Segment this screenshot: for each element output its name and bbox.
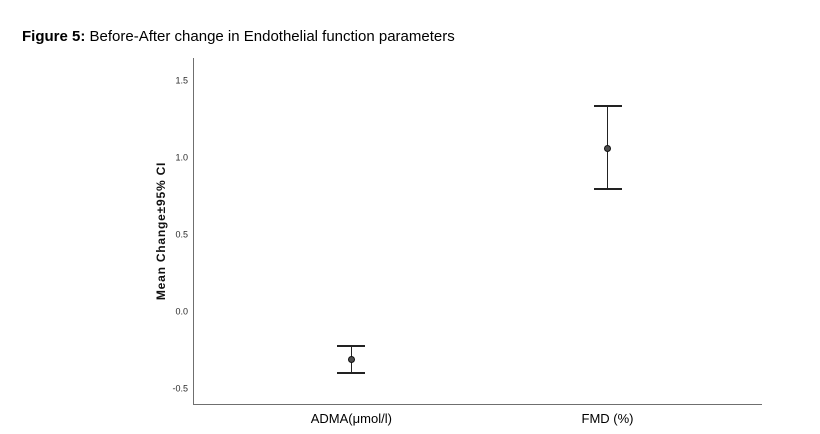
error-bar-cap-top: [593, 104, 622, 107]
x-category-label: FMD (%): [581, 411, 634, 426]
figure-caption-text: Before-After change in Endothelial funct…: [85, 28, 455, 45]
y-tick-label: 1.0: [175, 152, 188, 163]
y-tick-label: 1.5: [175, 75, 188, 86]
y-tick-label: 0.5: [175, 229, 188, 240]
figure-caption-label: Figure 5:: [22, 28, 86, 45]
mean-marker: [604, 145, 611, 153]
x-category-label: ADMA(μmol/l): [310, 411, 392, 426]
error-bar-cap-top: [337, 344, 366, 347]
figure-caption: Figure 5: Before-After change in Endothe…: [22, 28, 455, 45]
y-tick-label: -0.5: [172, 383, 188, 394]
plot-area: Mean Change±95% CI -0.5 0.0 0.5 1.0 1.5 ADMA(…: [154, 58, 762, 425]
y-tick-label: 0.0: [175, 306, 188, 317]
mean-marker: [347, 355, 355, 363]
error-bar-cap-bottom: [593, 187, 622, 190]
error-bar-cap-bottom: [337, 372, 366, 375]
